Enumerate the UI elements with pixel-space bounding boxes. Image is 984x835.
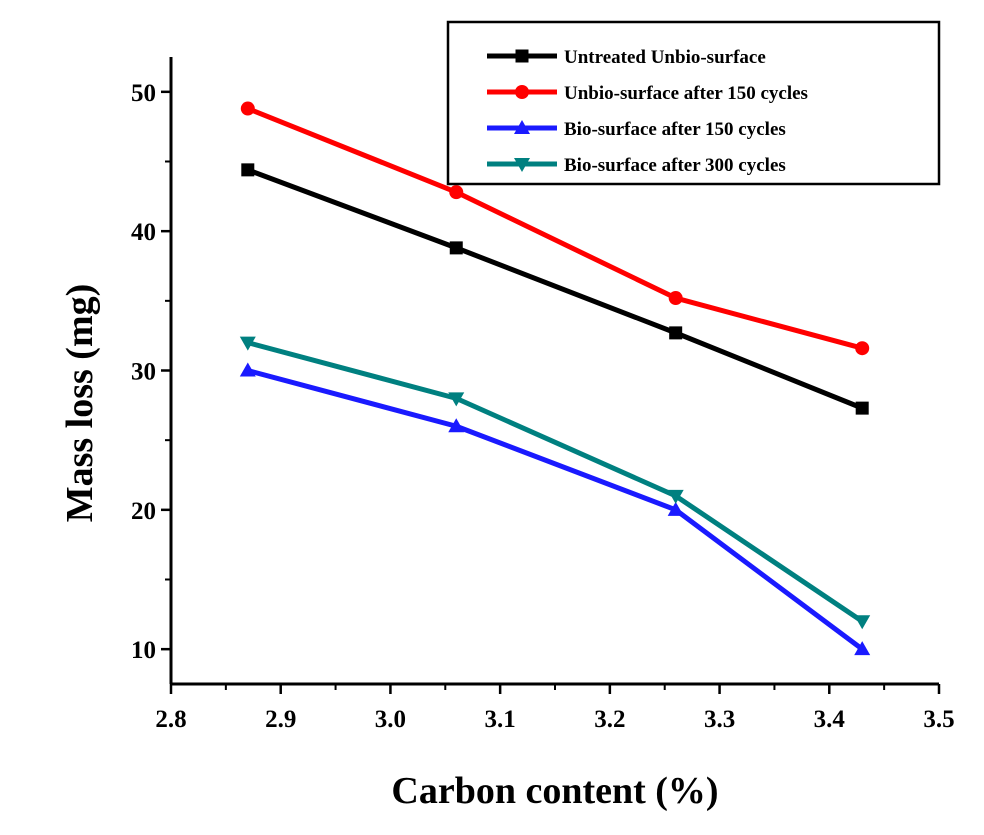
series-line bbox=[247, 368, 864, 652]
data-point bbox=[667, 501, 684, 516]
legend-marker bbox=[515, 85, 529, 99]
legend-box bbox=[446, 20, 941, 186]
legend-label: Bio-surface after 300 cycles bbox=[564, 155, 786, 176]
y-tick-label: 30 bbox=[131, 359, 156, 386]
x-tick-label: 3.4 bbox=[814, 706, 846, 733]
data-point bbox=[239, 362, 256, 377]
legend-label: Untreated Unbio-surface bbox=[564, 47, 766, 68]
series-line bbox=[246, 167, 864, 411]
data-point bbox=[667, 489, 684, 504]
y-tick-label: 40 bbox=[131, 219, 156, 246]
data-point bbox=[241, 163, 255, 177]
legend-marker bbox=[515, 49, 529, 63]
data-point bbox=[239, 336, 256, 351]
data-point bbox=[449, 241, 463, 255]
data-point bbox=[669, 326, 683, 340]
y-tick-label: 50 bbox=[131, 80, 156, 107]
x-tick-label: 3.3 bbox=[704, 706, 735, 733]
x-tick-label: 2.8 bbox=[155, 706, 186, 733]
x-tick-label: 3.2 bbox=[594, 706, 625, 733]
x-axis-title: Carbon content (%) bbox=[391, 770, 718, 812]
data-point bbox=[449, 185, 464, 200]
x-tick-label: 3.1 bbox=[485, 706, 516, 733]
data-point bbox=[854, 641, 871, 656]
x-tick-label: 2.9 bbox=[265, 706, 296, 733]
y-tick-label: 20 bbox=[131, 498, 156, 525]
y-axis-title: Mass loss (mg) bbox=[59, 284, 101, 523]
data-point bbox=[668, 291, 683, 306]
data-point bbox=[240, 101, 255, 116]
data-point bbox=[448, 392, 465, 407]
plot-area bbox=[239, 101, 871, 656]
legend: Untreated Unbio-surface Unbio-surface aft… bbox=[446, 20, 941, 186]
series-line bbox=[247, 340, 864, 624]
y-tick-label: 10 bbox=[131, 637, 156, 664]
x-tick-label: 3.0 bbox=[375, 706, 406, 733]
data-point bbox=[855, 401, 869, 415]
legend-label: Bio-surface after 150 cycles bbox=[564, 119, 786, 140]
axes: 2.8 2.9 3.0 3.1 3.2 3.3 3.4 3.5 10 20 30 40 50 bbox=[131, 57, 955, 733]
legend-marker bbox=[514, 158, 530, 172]
legend-marker bbox=[514, 120, 530, 134]
series-line bbox=[246, 106, 863, 351]
legend-label: Unbio-surface after 150 cycles bbox=[564, 83, 808, 104]
data-point bbox=[855, 341, 870, 356]
data-point bbox=[854, 615, 871, 630]
x-tick-label: 3.5 bbox=[923, 706, 954, 733]
data-point bbox=[448, 418, 465, 433]
